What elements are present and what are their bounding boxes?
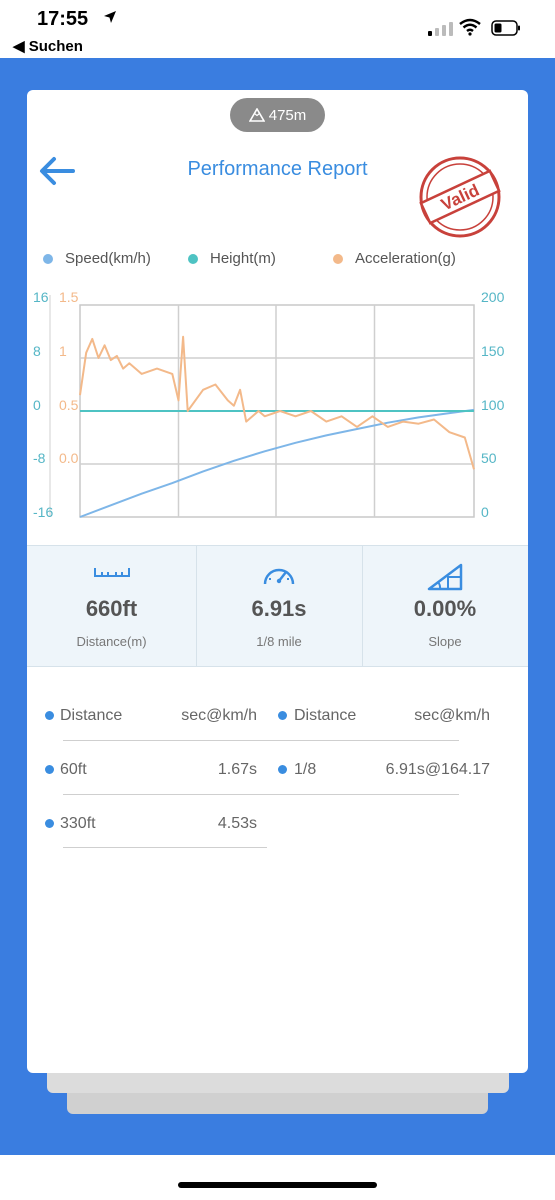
wifi-icon [459, 18, 481, 36]
battery-icon [491, 20, 520, 36]
height-axis-tick-label: -8 [33, 450, 46, 466]
row-divider [63, 847, 267, 848]
speed-axis-tick-label: 200 [481, 289, 505, 305]
acceleration-axis-tick-label: 0.0 [59, 450, 79, 466]
cellular-signal-icon [428, 22, 453, 36]
mountain-icon [248, 108, 265, 122]
row-divider [63, 740, 267, 741]
height-axis-tick-label: 0 [33, 397, 41, 413]
stat-slope-value: 0.00% [413, 596, 477, 621]
bullet-dot [278, 711, 287, 720]
bullet-dot [278, 765, 287, 774]
stats-panel: 660ft Distance(m) 6.91s 1/8 mile 0.00% S… [27, 545, 528, 667]
height-axis-tick-label: 8 [33, 343, 41, 359]
legend-acceleration-label: Acceleration(g) [355, 250, 456, 267]
right-header-name: Distance [294, 707, 357, 724]
legend-item-height: Height(m) [188, 250, 276, 267]
legend-height-dot [188, 253, 198, 264]
stat-time-value: 6.91s [251, 596, 307, 621]
speedometer-icon [263, 568, 295, 585]
speed-axis-tick-label: 100 [481, 397, 505, 413]
height-axis-tick-label: 16 [33, 289, 49, 305]
speed-axis-tick-label: 150 [481, 343, 505, 359]
result-330ft-value: 4.53s [217, 815, 257, 832]
stat-slope: 0.00% Slope [362, 546, 528, 666]
result-60ft-value: 1.67s [217, 761, 257, 778]
legend-item-speed: Speed(km/h) [43, 250, 151, 267]
acceleration-axis-tick-label: 1 [59, 343, 67, 359]
speed-series-line [79, 408, 475, 518]
legend-acceleration-dot [333, 253, 343, 264]
legend-item-acceleration: Acceleration(g) [333, 250, 456, 267]
speed-axis-tick-label: 50 [481, 450, 497, 466]
legend-speed-label: Speed(km/h) [65, 250, 151, 267]
stat-time-label: 1/8 mile [256, 634, 302, 649]
acceleration-axis-tick-label: 0.5 [59, 397, 79, 413]
height-axis-tick-label: -16 [33, 504, 53, 520]
back-arrow-icon[interactable] [38, 156, 76, 186]
right-header-value: sec@km/h [414, 707, 490, 724]
back-to-app-link[interactable]: ◀ Suchen [13, 38, 83, 55]
result-eighth-mile-value: 6.91s@164.17 [385, 761, 490, 778]
legend-speed-dot [43, 253, 53, 264]
acceleration-axis-tick-label: 1.5 [59, 289, 79, 305]
stat-time: 6.91s 1/8 mile [196, 546, 362, 666]
stat-slope-label: Slope [428, 634, 462, 649]
bullet-dot [45, 711, 54, 720]
stat-distance-value: 660ft [85, 596, 138, 621]
legend-height-label: Height(m) [210, 250, 276, 267]
ruler-icon [93, 568, 130, 577]
elevation-value: 475m [268, 106, 307, 124]
row-divider [266, 740, 459, 741]
result-60ft-name: 60ft [60, 761, 87, 778]
stat-distance-label: Distance(m) [76, 634, 147, 649]
bullet-dot [45, 765, 54, 774]
performance-chart: 16 8 0 -8 -16 1.5 1 0.5 0.0 200 150 100 50 0 [33, 289, 505, 520]
speed-axis-tick-label: 0 [481, 504, 489, 520]
row-divider [63, 794, 267, 795]
result-330ft-name: 330ft [60, 815, 96, 832]
stat-distance: 660ft Distance(m) [27, 546, 196, 666]
status-bar: 17:55 ◀ Suchen [0, 0, 555, 58]
left-header-name: Distance [60, 707, 123, 724]
result-eighth-mile-name: 1/8 [294, 761, 317, 778]
page-title: Performance Report [187, 158, 368, 180]
divider [362, 546, 363, 666]
slope-icon [427, 563, 463, 591]
bullet-dot [45, 819, 54, 828]
elevation-badge: 475m [230, 98, 325, 132]
valid-stamp: Valid [419, 156, 501, 238]
left-header-value: sec@km/h [181, 707, 257, 724]
row-divider [266, 794, 459, 795]
home-indicator [178, 1182, 377, 1188]
status-time: 17:55 [37, 8, 89, 30]
acceleration-series-line [79, 335, 475, 470]
divider [196, 546, 197, 666]
location-arrow-icon [104, 11, 116, 23]
